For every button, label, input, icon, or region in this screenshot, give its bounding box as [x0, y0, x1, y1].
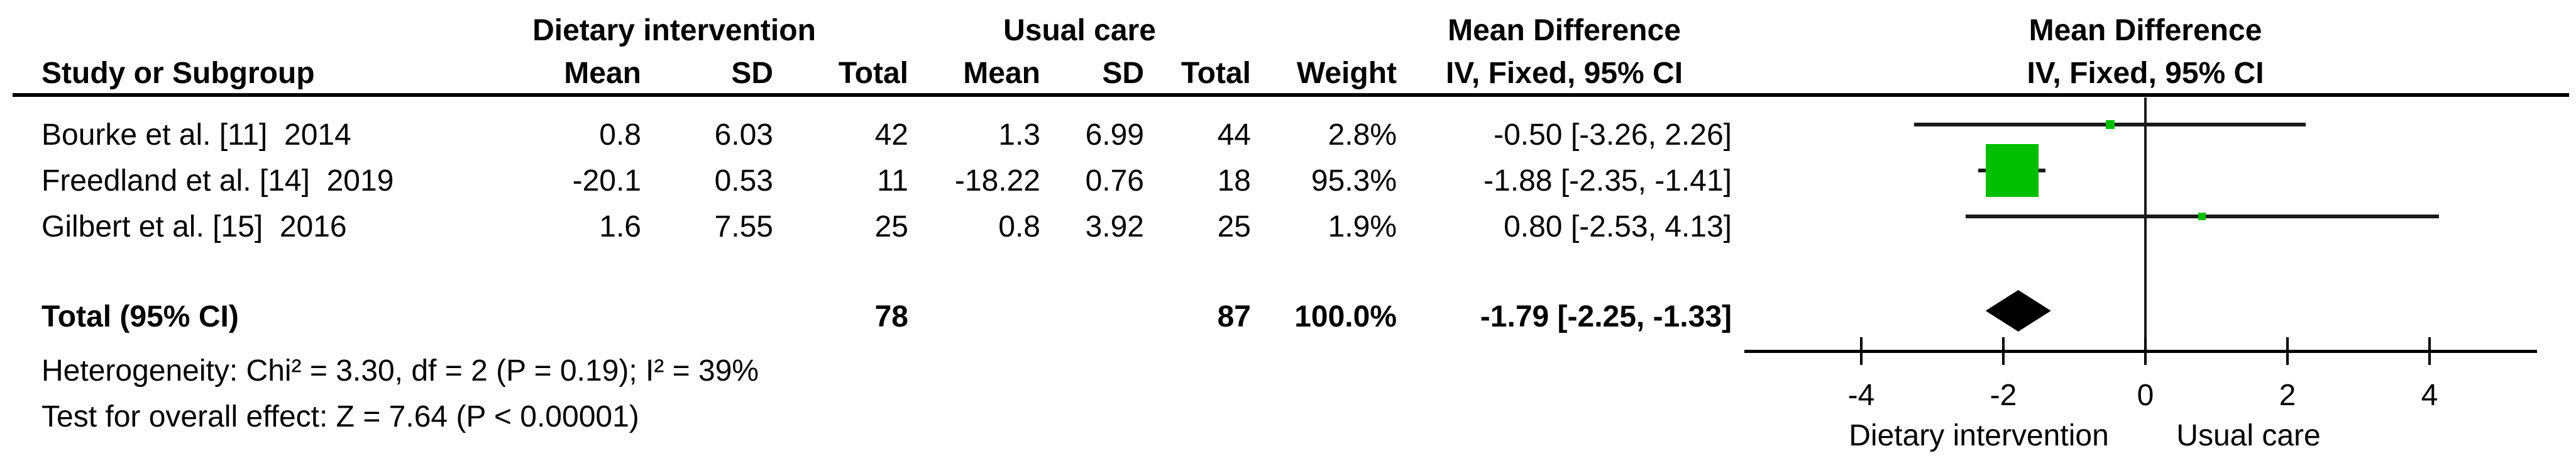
effect-marker: [2198, 213, 2206, 220]
total-usual: 18: [1217, 164, 1251, 198]
study-name: Freedland et al. [14] 2019: [41, 164, 394, 198]
column-header-mean-dietary: Mean: [564, 57, 641, 90]
header-rule: [13, 93, 2569, 97]
column-header-total-usual: Total: [1181, 57, 1251, 90]
zero-effect-line: [2144, 98, 2147, 353]
total-n-dietary: 78: [874, 299, 908, 333]
column-header-study: Study or Subgroup: [41, 57, 315, 90]
pooled-diamond: [1985, 290, 2051, 332]
table-row: Bourke et al. [11] 2014 0.8 6.03 42 1.3 6.99 4…: [0, 112, 1732, 158]
axis-tick: [2002, 337, 2005, 365]
axis-tick-label: 0: [2137, 379, 2154, 412]
study-name: Gilbert et al. [15] 2016: [41, 210, 347, 243]
axis-tick: [1860, 337, 1863, 365]
heterogeneity-note: Heterogeneity: Chi² = 3.30, df = 2 (P = …: [41, 354, 759, 388]
sd-dietary: 6.03: [714, 118, 773, 152]
sd-dietary: 0.53: [714, 164, 773, 198]
axis-tick: [2144, 337, 2147, 365]
sd-usual: 3.92: [1085, 210, 1144, 243]
weight: 95.3%: [1311, 164, 1397, 198]
axis-tick-label: 4: [2421, 379, 2438, 412]
group-header-usual-care: Usual care: [1003, 14, 1156, 47]
column-header-mean-usual: Mean: [963, 57, 1040, 90]
total-usual: 25: [1217, 210, 1251, 243]
mean-usual: 0.8: [998, 210, 1040, 243]
effect-marker: [2106, 120, 2115, 129]
axis-caption-right: Usual care: [2176, 419, 2321, 452]
axis-tick-label: -2: [1990, 379, 2017, 412]
weight: 1.9%: [1328, 210, 1397, 243]
total-ci-text: -1.79 [-2.25, -1.33]: [1480, 299, 1732, 333]
mean-usual: 1.3: [998, 118, 1040, 152]
table-row: Gilbert et al. [15] 2016 1.6 7.55 25 0.8 3.92…: [0, 204, 1732, 250]
ci-text: -1.88 [-2.35, -1.41]: [1483, 164, 1732, 198]
axis-tick-label: 2: [2279, 379, 2296, 412]
sd-usual: 6.99: [1085, 118, 1144, 152]
axis-tick-label: -4: [1847, 379, 1875, 412]
group-header-mean-difference: Mean Difference: [1448, 14, 1681, 47]
mean-dietary: 1.6: [599, 210, 641, 243]
x-axis: [1744, 350, 2537, 353]
plot-header-ci: IV, Fixed, 95% CI: [2027, 57, 2264, 90]
total-row: Total (95% CI) 78 87 100.0% -1.79 [-2.25…: [0, 294, 1732, 339]
group-header-dietary-intervention: Dietary intervention: [532, 14, 816, 47]
overall-effect-note: Test for overall effect: Z = 7.64 (P < 0…: [41, 400, 639, 433]
total-label: Total (95% CI): [41, 299, 239, 333]
total-weight: 100.0%: [1294, 299, 1397, 333]
total-dietary: 25: [874, 210, 908, 243]
total-dietary: 42: [874, 118, 908, 152]
axis-tick: [2428, 337, 2431, 365]
column-header-sd-dietary: SD: [731, 57, 773, 90]
column-header-ci: IV, Fixed, 95% CI: [1445, 57, 1683, 90]
mean-dietary: 0.8: [599, 118, 641, 152]
axis-caption-left: Dietary intervention: [1849, 419, 2109, 452]
total-n-usual: 87: [1217, 299, 1251, 333]
sd-dietary: 7.55: [714, 210, 773, 243]
mean-dietary: -20.1: [572, 164, 641, 198]
mean-usual: -18.22: [954, 164, 1040, 198]
column-header-weight: Weight: [1296, 57, 1397, 90]
table-row: Freedland et al. [14] 2019 -20.1 0.53 11 -18…: [0, 158, 1732, 204]
total-usual: 44: [1217, 118, 1251, 152]
plot-header-mean-difference: Mean Difference: [2028, 14, 2262, 47]
effect-marker: [1986, 144, 2039, 197]
sd-usual: 0.76: [1085, 164, 1144, 198]
study-name: Bourke et al. [11] 2014: [41, 118, 351, 152]
column-header-sd-usual: SD: [1102, 57, 1144, 90]
ci-text: -0.50 [-3.26, 2.26]: [1494, 118, 1732, 152]
axis-tick: [2286, 337, 2289, 365]
ci-text: 0.80 [-2.53, 4.13]: [1504, 210, 1732, 243]
forest-plot: Mean Difference IV, Fixed, 95% CI -4 -2 0 2…: [1732, 0, 2576, 475]
column-header-total-dietary: Total: [838, 57, 908, 90]
total-dietary: 11: [877, 164, 908, 198]
weight: 2.8%: [1328, 118, 1397, 152]
